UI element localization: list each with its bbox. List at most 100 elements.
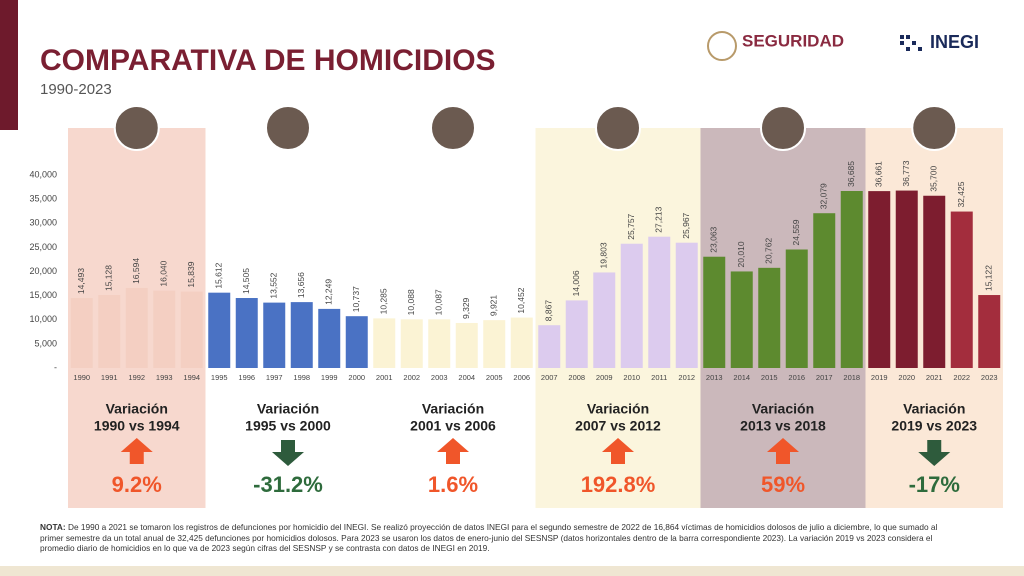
x-tick-label: 1995	[211, 373, 228, 382]
portrait	[265, 105, 311, 151]
bar	[345, 316, 368, 368]
x-tick-label: 2000	[348, 373, 365, 382]
x-tick-label: 2016	[788, 373, 805, 382]
subtitle: 1990-2023	[40, 81, 112, 98]
bar	[153, 290, 176, 368]
y-tick-label: 10,000	[29, 314, 57, 324]
value-label: 14,493	[76, 268, 86, 294]
bar	[98, 295, 121, 368]
value-label: 14,505	[241, 268, 251, 294]
variation-arrow	[437, 438, 469, 464]
value-label: 19,803	[599, 242, 609, 268]
bar	[318, 308, 341, 368]
variation-change: 192.8%	[581, 472, 656, 497]
variation-range: 2007 vs 2012	[575, 418, 661, 434]
value-label: 32,425	[956, 181, 966, 207]
value-label: 25,757	[626, 213, 636, 239]
x-tick-label: 2004	[458, 373, 475, 382]
bar	[950, 211, 973, 368]
value-label: 12,249	[324, 279, 334, 305]
x-tick-label: 2005	[486, 373, 503, 382]
variation-range: 1995 vs 2000	[245, 418, 331, 434]
y-tick-label: -	[54, 362, 57, 372]
variation-arrow	[918, 440, 951, 466]
bar	[703, 256, 726, 368]
x-tick-label: 1999	[321, 373, 338, 382]
variation-label: Variación	[106, 401, 168, 417]
variation-label: Variación	[903, 401, 965, 417]
x-tick-label: 2022	[953, 373, 970, 382]
value-label: 32,079	[819, 183, 829, 209]
value-label: 16,594	[131, 258, 141, 284]
bottom-strip	[0, 566, 1024, 576]
bar	[400, 319, 423, 368]
x-tick-label: 1993	[156, 373, 173, 382]
value-label: 23,063	[709, 226, 719, 252]
value-label: 13,552	[269, 272, 279, 298]
x-tick-label: 2023	[981, 373, 998, 382]
bar	[455, 322, 478, 368]
bar	[235, 298, 258, 368]
side-stripe	[0, 0, 18, 130]
variation-arrow	[120, 438, 153, 464]
bar	[263, 302, 286, 368]
value-label: 15,128	[104, 265, 114, 291]
note-label: NOTA:	[40, 522, 66, 532]
x-tick-label: 1996	[238, 373, 255, 382]
x-tick-label: 2007	[541, 373, 558, 382]
value-label: 15,839	[186, 261, 196, 287]
value-label: 35,700	[929, 165, 939, 191]
bar	[538, 325, 561, 368]
x-tick-label: 2019	[871, 373, 888, 382]
bar	[510, 317, 533, 368]
variation-arrow	[602, 438, 634, 464]
variation-change: 9.2%	[112, 472, 162, 497]
bar	[648, 236, 671, 368]
variation-range: 2013 vs 2018	[740, 418, 826, 434]
value-label: 20,010	[736, 241, 746, 267]
value-label: 25,967	[681, 212, 691, 238]
variation-range: 1990 vs 1994	[94, 418, 180, 434]
x-tick-label: 1997	[266, 373, 283, 382]
portrait	[911, 105, 958, 151]
value-label: 36,773	[901, 160, 911, 186]
inegi-dots	[900, 35, 922, 51]
y-tick-label: 15,000	[29, 290, 57, 300]
value-label: 10,737	[351, 286, 361, 312]
bar	[895, 190, 918, 368]
bar	[813, 213, 836, 368]
value-label: 16,040	[159, 260, 169, 286]
bar	[675, 242, 698, 368]
portrait	[430, 105, 476, 151]
value-label: 24,559	[791, 219, 801, 245]
value-label: 10,088	[406, 289, 416, 315]
value-label: 9,921	[489, 295, 499, 317]
variation-range: 2001 vs 2006	[410, 418, 496, 434]
value-label: 14,006	[571, 270, 581, 296]
x-tick-label: 2010	[623, 373, 640, 382]
x-tick-label: 1991	[101, 373, 118, 382]
value-label: 10,452	[516, 287, 526, 313]
bar	[208, 292, 231, 368]
y-tick-label: 40,000	[29, 169, 57, 179]
bar	[125, 287, 148, 368]
logo-inegi: INEGI	[930, 32, 979, 52]
chart: - 5,000 10,000 15,000 20,000 25,000 30,000 35,0…	[29, 160, 1001, 382]
bar	[923, 195, 946, 368]
x-tick-label: 1998	[293, 373, 310, 382]
bar	[730, 271, 753, 368]
bar	[373, 318, 396, 368]
value-label: 9,329	[461, 297, 471, 319]
x-tick-label: 2018	[843, 373, 860, 382]
x-tick-label: 2009	[596, 373, 613, 382]
bar	[483, 320, 506, 368]
variation-change: 59%	[761, 472, 805, 497]
x-tick-label: 1994	[183, 373, 200, 382]
variation-label: Variación	[752, 401, 814, 417]
logo-seguridad: SEGURIDAD	[742, 31, 844, 50]
variation-label: Variación	[587, 401, 649, 417]
variation-change: -17%	[909, 472, 960, 497]
bar	[180, 291, 203, 368]
x-tick-label: 2008	[568, 373, 585, 382]
